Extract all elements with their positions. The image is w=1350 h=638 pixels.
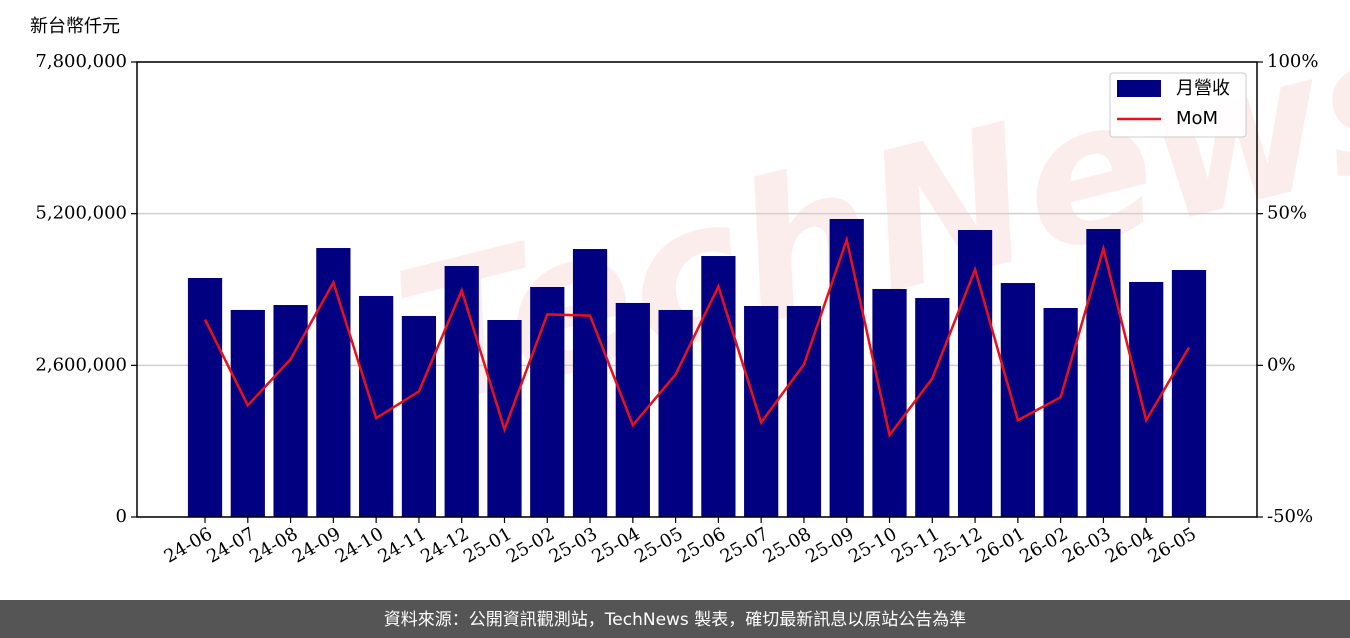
x-tick-label: 26-03 <box>1059 523 1114 567</box>
x-tick-label: 26-05 <box>1145 523 1200 567</box>
y2-tick-label: -50% <box>1267 506 1313 527</box>
x-tick-label: 25-05 <box>631 523 686 567</box>
x-tick-label: 25-01 <box>460 523 515 567</box>
bar <box>1086 229 1121 517</box>
bar <box>444 265 479 517</box>
bar <box>744 306 779 517</box>
y2-tick-label: 100% <box>1267 51 1318 72</box>
x-tick-label: 24-10 <box>332 523 387 567</box>
bar <box>1171 270 1207 517</box>
y2-tick-label: 0% <box>1267 354 1296 375</box>
bar <box>872 288 907 517</box>
x-tick-label: 24-06 <box>161 523 216 567</box>
x-tick-label: 26-04 <box>1102 523 1157 567</box>
y-tick-label: 7,800,000 <box>35 51 127 72</box>
x-tick-label: 25-07 <box>717 523 772 567</box>
bar <box>915 298 950 517</box>
footer-bar <box>0 600 1350 638</box>
bar <box>829 218 864 517</box>
x-tick-label: 25-12 <box>931 523 986 567</box>
x-tick-label: 25-11 <box>888 523 943 567</box>
mom-line <box>203 235 1191 439</box>
bar <box>401 315 437 517</box>
bar <box>658 309 693 517</box>
plot-frame <box>136 61 1258 518</box>
bar <box>1000 283 1035 517</box>
bar <box>957 230 993 517</box>
x-tick-label: 25-10 <box>845 523 900 567</box>
y-tick-label: 2,600,000 <box>35 354 127 375</box>
x-tick-label: 24-07 <box>203 523 258 567</box>
footer: 資料來源：公開資訊觀測站，TechNews 製表，確切最新訊息以原站公告為準 <box>384 610 966 630</box>
x-tick-label: 26-01 <box>973 523 1028 567</box>
y2-tick-label: 50% <box>1267 203 1307 224</box>
x-tick-label: 25-04 <box>588 523 643 567</box>
x-tick-label: 24-12 <box>417 523 472 567</box>
bar <box>487 320 522 517</box>
legend-label: MoM <box>1176 108 1218 129</box>
y-axis-label: 新台幣仟元 <box>30 16 120 37</box>
x-tick-label: 26-02 <box>1016 523 1071 567</box>
x-tick-label: 24-11 <box>374 523 429 567</box>
bar <box>530 286 565 517</box>
y-tick-label: 5,200,000 <box>35 203 127 224</box>
x-tick-label: 25-03 <box>546 523 601 567</box>
bar <box>701 256 736 517</box>
y-tick-label: 0 <box>116 506 127 527</box>
legend-swatch <box>1117 80 1161 97</box>
x-tick-label: 25-09 <box>802 523 857 567</box>
bar <box>187 278 223 517</box>
bar <box>1043 307 1078 517</box>
bar <box>786 306 822 517</box>
bar <box>230 309 265 517</box>
x-tick-label: 25-06 <box>674 523 729 567</box>
x-tick-label: 24-09 <box>289 523 344 567</box>
legend-label: 月營收 <box>1176 78 1230 99</box>
x-tick-label: 25-08 <box>760 523 815 567</box>
bar <box>359 295 394 517</box>
bar <box>572 249 608 517</box>
bar <box>316 248 351 517</box>
x-tick-label: 24-08 <box>246 523 301 567</box>
x-tick-label: 25-02 <box>503 523 558 567</box>
